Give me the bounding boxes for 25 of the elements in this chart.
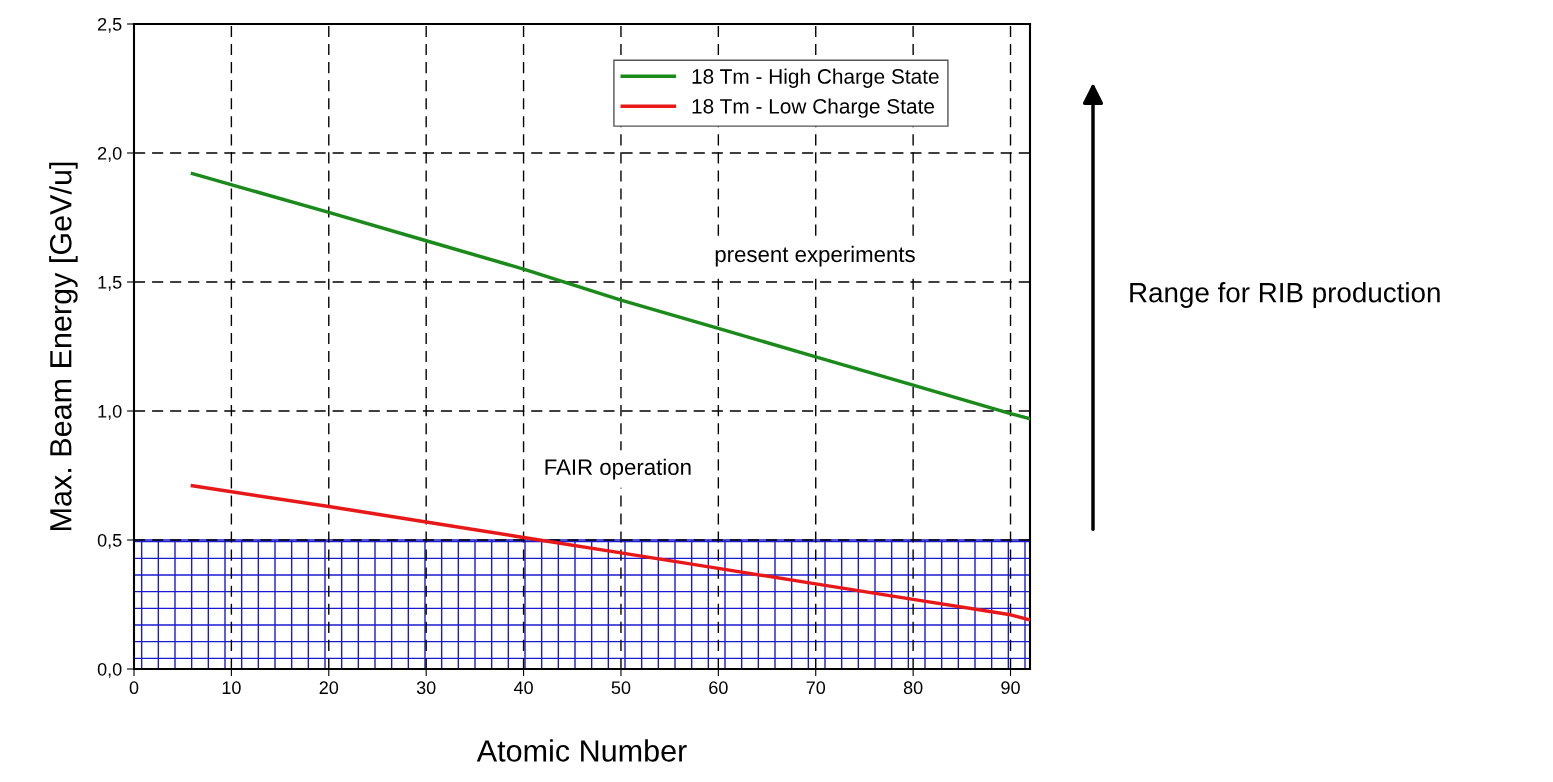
legend-label: 18 Tm - High Charge State [692, 68, 939, 88]
annotation: present experiments [715, 245, 915, 267]
x-axis-title: Atomic Number [476, 739, 687, 762]
annotation: FAIR operation [545, 458, 691, 480]
x-tick-label: 60 [709, 681, 728, 695]
y-tick-label: 2,0 [98, 146, 122, 162]
y-tick-label: 2,5 [98, 17, 122, 33]
line-series [190, 171, 1030, 421]
y-tick-label: 1,0 [98, 404, 122, 420]
x-tick-label: 10 [222, 681, 241, 695]
x-tick-label: 70 [806, 681, 826, 695]
x-tick-label: 50 [611, 681, 631, 695]
y-tick-label: 1,5 [98, 276, 122, 291]
y-axis-title: Max. Beam Energy [GeV/u] [49, 162, 78, 530]
line-series [190, 484, 1030, 622]
text: Range for RIB production [1130, 282, 1440, 308]
x-tick-label: 30 [416, 681, 436, 695]
legend-label: 18 Tm - Low Charge State [692, 98, 935, 118]
y-tick-label: 0,5 [97, 533, 122, 549]
x-tick-label: 90 [1001, 681, 1020, 695]
x-tick-label: 80 [903, 681, 923, 695]
y-tick-label: 0,0 [97, 662, 122, 678]
x-tick-label: 0 [129, 681, 139, 695]
x-tick-label: 40 [513, 681, 533, 695]
x-tick-label: 20 [319, 681, 339, 695]
